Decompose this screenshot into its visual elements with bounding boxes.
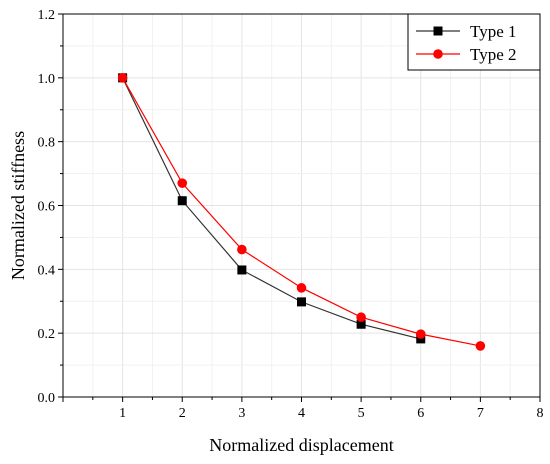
series-1-point (356, 319, 366, 329)
legend-label-2: Type 2 (470, 45, 517, 64)
x-axis-title: Normalized displacement (209, 435, 393, 455)
x-tick-label: 8 (537, 406, 544, 421)
legend-label-1: Type 1 (470, 22, 517, 41)
legend-marker-2 (433, 49, 443, 59)
x-tick-label: 2 (179, 406, 186, 421)
series-2-point (177, 178, 188, 188)
legend-marker-1 (433, 26, 443, 36)
y-tick-label: 0.2 (38, 327, 56, 342)
y-tick-label: 0.6 (38, 200, 56, 215)
grid (63, 14, 540, 397)
y-tick-label: 1.2 (38, 8, 56, 23)
x-tick-label: 6 (417, 406, 424, 421)
series-line-1 (122, 77, 421, 340)
series-2-point (475, 341, 486, 351)
series-2-point (415, 329, 426, 339)
series-1-point (297, 297, 306, 307)
x-tick-label: 3 (238, 406, 245, 421)
y-tick-label: 0.4 (38, 263, 56, 278)
legend: Type 1 Type 2 (407, 13, 541, 71)
y-tick-label: 1.0 (38, 72, 56, 87)
y-axis-title: Normalized stiffness (8, 131, 28, 280)
series-layer (117, 73, 486, 351)
x-tick-label: 4 (298, 406, 305, 421)
y-tick-label: 0.0 (38, 391, 56, 406)
x-tick-label: 7 (477, 406, 484, 421)
x-tick-label: 1 (119, 406, 126, 421)
y-tick-label: 0.8 (38, 136, 56, 151)
series-2-point (117, 73, 128, 83)
series-1-point (237, 265, 247, 275)
legend-box (407, 13, 541, 71)
axes: 1 2 3 4 5 6 7 8 0.0 0.2 0.4 0.6 0.8 1.0 1.2 (38, 8, 544, 421)
series-2-point (356, 312, 366, 323)
x-tick-label: 5 (358, 406, 365, 421)
series-1-point (177, 196, 187, 206)
series-2-point (237, 244, 247, 255)
series-2-point (296, 283, 307, 293)
